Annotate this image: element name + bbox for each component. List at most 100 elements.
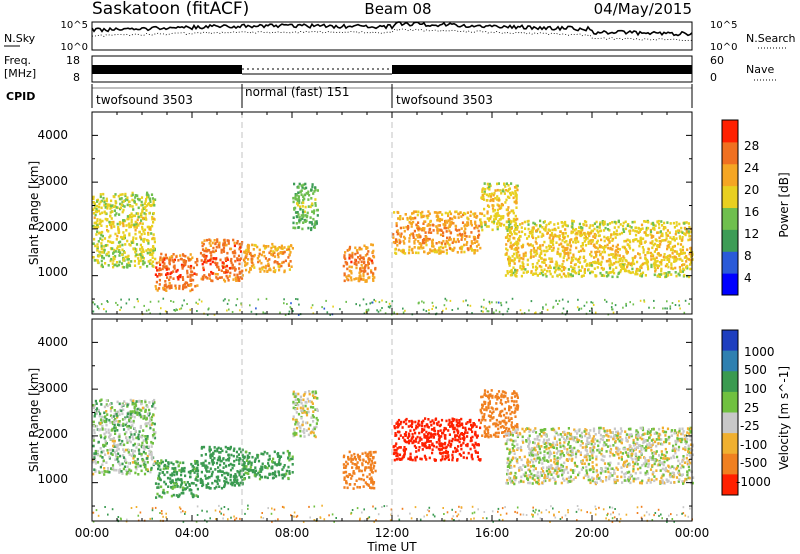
scatter-cell-3 [260,470,263,473]
scatter-cell-8 [513,232,516,235]
scatter-cell-5 [357,256,360,259]
scatter-cell-4 [312,406,315,409]
scatter-cell-0 [115,454,118,458]
scatter-cell-2 [218,245,221,249]
scatter-cell-5 [343,279,346,283]
scatter-cell-0 [116,456,119,459]
scatter-cell-0 [146,435,149,438]
scatter-cell-8 [527,223,530,226]
scatter-cell-7 [512,219,515,223]
scatter-cell-4 [297,196,300,199]
scatter-cell-5 [367,262,370,265]
scatter-cell-8 [639,237,642,240]
scatter-cell-1 [181,265,184,268]
scatter-cell-2 [226,256,229,260]
scatter-cell-8 [673,226,676,229]
scatter-cell-3 [257,471,260,475]
scatter-cell-8 [613,220,616,224]
scatter-cell-1 [196,466,199,470]
scatter-cell-0 [150,232,153,235]
scatter-cell-5 [346,486,349,490]
scatter-cell-3 [287,465,290,469]
noise-cell [422,308,425,311]
scatter-cell-8 [579,234,582,238]
scatter-cell-6 [476,226,479,230]
scatter-cell-8 [591,270,594,274]
scatter-cell-8 [667,240,670,244]
scatter-cell-7 [486,182,489,186]
scatter-cell-0 [108,235,111,239]
scatter-cell-0 [128,200,131,203]
scatter-cell-8 [583,271,586,274]
noise-cell [310,306,313,309]
scatter-cell-3 [258,470,261,473]
scatter-cell-7 [504,201,507,204]
scatter-cell-8 [641,246,644,249]
scatter-cell-6 [455,210,458,213]
scatter-cell-3 [246,245,249,248]
scatter-cell-0 [152,245,155,248]
scatter-cell-0 [134,461,137,465]
scatter-cell-8 [661,239,664,242]
scatter-cell-7 [515,197,518,201]
scatter-cell-8 [584,238,588,241]
scatter-cell-4 [313,209,316,212]
scatter-cell-0 [110,223,113,227]
scatter-cell-0 [123,400,126,403]
scatter-cell-1 [159,268,162,272]
scatter-cell-4 [293,428,296,431]
noise-cell [339,308,341,311]
scatter-cell-1 [170,474,173,477]
scatter-cell-0 [143,414,146,418]
scatter-cell-3 [267,464,271,468]
scatter-cell-8 [581,265,584,268]
scatter-cell-0 [101,463,104,466]
scatter-cell-3 [243,465,246,468]
scatter-cell-2 [200,470,203,474]
scatter-cell-2 [209,448,212,451]
scatter-cell-8 [675,237,678,240]
power-colorbar-segment [722,273,738,296]
scatter-cell-2 [226,276,229,280]
scatter-cell-3 [272,476,275,479]
scatter-cell-1 [163,262,166,265]
scatter-cell-8 [531,244,534,248]
scatter-cell-8 [506,236,509,239]
scatter-cell-4 [295,411,298,414]
scatter-cell-6 [470,247,473,251]
noise-cell [578,309,580,311]
scatter-cell-0 [134,404,138,407]
scatter-cell-0 [92,224,95,228]
scatter-cell-8 [596,241,599,244]
scatter-cell-8 [663,258,666,261]
scatter-cell-7 [514,226,517,230]
scatter-cell-7 [507,188,511,191]
scatter-cell-0 [101,419,104,422]
scatter-cell-2 [222,246,226,250]
scatter-cell-3 [271,254,275,257]
scatter-cell-0 [100,435,103,439]
scatter-cell-5 [364,264,367,267]
scatter-cell-8 [530,253,533,256]
power-colorbar-segment [722,120,738,143]
scatter-cell-3 [287,457,290,460]
scatter-cell-1 [175,270,178,273]
scatter-cell-8 [670,267,673,270]
scatter-cell-8 [658,223,661,226]
scatter-cell-2 [234,251,237,255]
scatter-cell-2 [216,240,219,243]
scatter-cell-5 [360,247,363,251]
scatter-cell-8 [672,221,675,225]
scatter-cell-1 [154,482,158,485]
nsearch-tick-bottom: 10^0 [710,42,737,53]
scatter-cell-7 [504,185,507,188]
scatter-cell-6 [418,247,421,250]
scatter-cell-6 [408,245,411,249]
scatter-cell-8 [670,263,673,267]
scatter-cell-0 [123,432,127,436]
noise-cell [678,304,681,307]
scatter-cell-2 [214,479,217,483]
noise-cell [206,313,209,316]
noise-cell [423,301,425,304]
scatter-cell-5 [364,466,367,469]
